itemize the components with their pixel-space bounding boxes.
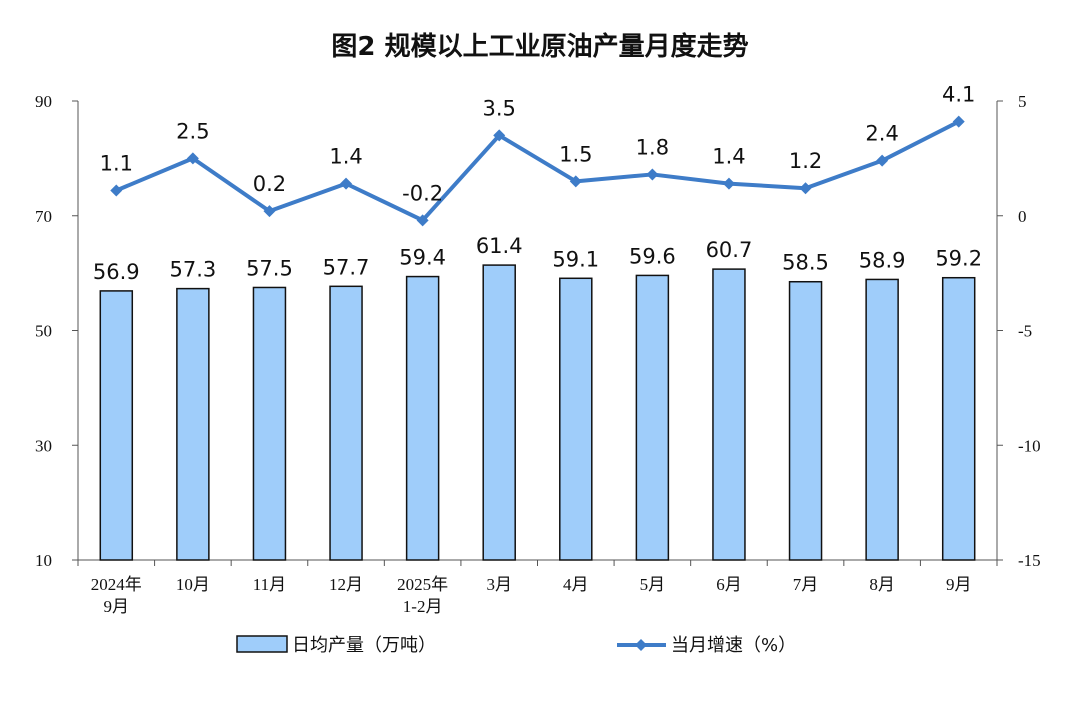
bar-data-label: 57.5 <box>246 256 293 280</box>
left-axis-tick-label: 90 <box>35 92 52 111</box>
bar-data-label: 59.2 <box>935 247 982 271</box>
bar-data-label: 59.4 <box>399 246 446 270</box>
line-data-label: -0.2 <box>402 181 443 205</box>
bar <box>482 264 516 561</box>
legend-bar-swatch <box>236 635 288 653</box>
left-axis-tick-label: 70 <box>35 207 52 226</box>
line-data-label: 1.2 <box>789 149 822 173</box>
x-axis-tick-label: 9月 <box>946 575 972 594</box>
x-axis-tick-label: 2024年 <box>91 575 142 594</box>
line-point-marker <box>110 184 123 197</box>
line-point-marker <box>416 214 429 227</box>
legend-line-marker <box>635 639 647 651</box>
legend-bar-label: 日均产量（万吨） <box>292 635 436 656</box>
bar <box>559 277 593 561</box>
left-axis-tick-label: 50 <box>35 322 52 341</box>
line-point-marker <box>952 115 965 128</box>
x-axis-tick-label: 4月 <box>563 575 589 594</box>
x-axis-tick-label: 8月 <box>869 575 895 594</box>
line-data-label: 1.4 <box>329 145 362 169</box>
bar-data-label: 58.5 <box>782 251 829 275</box>
bar <box>712 268 746 561</box>
right-axis-tick-label: -15 <box>1018 551 1041 570</box>
line-point-marker <box>569 175 582 188</box>
bar <box>176 287 210 561</box>
line-data-label: 3.5 <box>483 96 516 120</box>
bar <box>635 274 670 561</box>
line-data-label: 2.4 <box>865 122 898 146</box>
x-axis-tick-label: 3月 <box>486 575 512 594</box>
line-data-label: 2.5 <box>176 119 209 143</box>
x-axis-tick-label: 2025年 <box>397 575 448 594</box>
bar-data-label: 59.1 <box>552 247 599 271</box>
right-axis-tick-label: -10 <box>1018 436 1041 455</box>
left-axis-tick-label: 30 <box>35 436 52 455</box>
bar-data-label: 57.3 <box>169 258 216 282</box>
x-axis-tick-label: 12月 <box>329 575 363 594</box>
line-point-marker <box>876 154 889 167</box>
line-data-label: 1.4 <box>712 145 745 169</box>
x-axis-tick-label: 11月 <box>253 575 286 594</box>
line-point-marker <box>646 168 659 181</box>
growth-rate-line <box>115 119 960 223</box>
line-data-label: 1.1 <box>100 152 133 176</box>
bar <box>99 290 134 561</box>
line-point-marker <box>799 182 812 195</box>
bar-data-label: 61.4 <box>476 234 523 258</box>
line-point-marker <box>493 129 506 142</box>
x-axis-tick-label: 5月 <box>640 575 666 594</box>
left-axis-tick-label: 10 <box>35 551 52 570</box>
line-point-marker <box>722 177 735 190</box>
line-data-label: 4.1 <box>942 83 975 107</box>
line-data-label: 0.2 <box>253 172 286 196</box>
chart-title: 图2 规模以上工业原油产量月度走势 <box>331 32 749 62</box>
bar <box>788 280 823 561</box>
legend-line-label: 当月增速（%） <box>671 635 796 656</box>
x-axis-tick-label: 7月 <box>793 575 819 594</box>
x-axis-tick-label: 6月 <box>716 575 742 594</box>
bar-data-label: 56.9 <box>93 260 140 284</box>
bar <box>865 278 899 561</box>
line-data-label: 1.8 <box>636 135 669 159</box>
x-axis-tick-label: 9月 <box>104 597 130 616</box>
right-axis-tick-label: -5 <box>1018 322 1032 341</box>
x-axis-tick-label: 10月 <box>176 575 210 594</box>
line-data-label: 1.5 <box>559 142 592 166</box>
bar <box>405 275 440 561</box>
line-point-marker <box>186 152 199 165</box>
bar <box>252 286 287 561</box>
bar <box>941 276 976 561</box>
right-axis-tick-label: 0 <box>1018 207 1027 226</box>
bar-data-label: 60.7 <box>706 238 753 262</box>
right-axis-tick-label: 5 <box>1018 92 1027 111</box>
bar-data-label: 58.9 <box>859 248 906 272</box>
bar <box>329 285 363 561</box>
line-point-marker <box>340 177 353 190</box>
x-axis-tick-label: 1-2月 <box>403 597 443 616</box>
line-point-marker <box>263 205 276 218</box>
bar-data-label: 57.7 <box>323 255 370 279</box>
bar-data-label: 59.6 <box>629 244 676 268</box>
